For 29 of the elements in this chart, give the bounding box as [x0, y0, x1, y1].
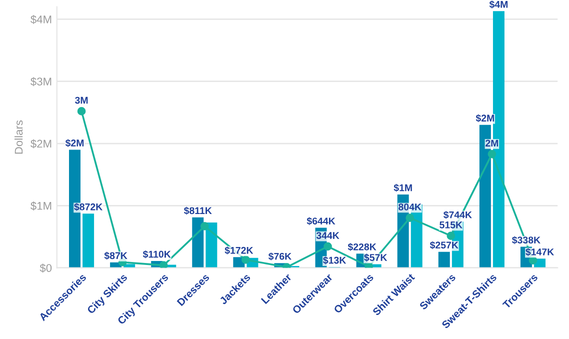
- data-label: $1M: [394, 184, 412, 192]
- data-label: $147K: [526, 248, 554, 256]
- y-tick-label: $0: [40, 264, 52, 273]
- y-tick-label: $4M: [30, 15, 52, 24]
- data-label: 3M: [74, 96, 88, 104]
- data-label: 344K: [316, 232, 340, 239]
- data-label: $57K: [364, 254, 388, 262]
- y-axis-title: Dollars: [14, 120, 23, 154]
- data-label: $872K: [74, 202, 103, 211]
- data-label: $172K: [224, 246, 254, 254]
- data-label: 515K: [440, 222, 462, 228]
- data-label: $257K: [430, 241, 458, 250]
- data-label: $811K: [184, 206, 212, 215]
- data-label: $87K: [104, 252, 128, 260]
- data-label: $4M: [489, 0, 508, 8]
- y-tick-label: $2M: [30, 139, 52, 148]
- data-label: $2M: [65, 139, 84, 148]
- data-label: $76K: [268, 252, 292, 260]
- data-label: $13K: [323, 256, 346, 264]
- data-label: $110K: [142, 250, 171, 258]
- data-label: $228K: [348, 243, 376, 251]
- data-label: $2M: [476, 114, 494, 122]
- y-tick-label: $1M: [30, 201, 52, 210]
- data-label: 2M: [486, 140, 498, 147]
- data-label: $644K: [306, 217, 336, 226]
- data-label: $338K: [512, 236, 540, 244]
- data-label: 804K: [398, 203, 422, 210]
- y-tick-label: $3M: [30, 77, 52, 86]
- data-label: $744K: [443, 210, 472, 219]
